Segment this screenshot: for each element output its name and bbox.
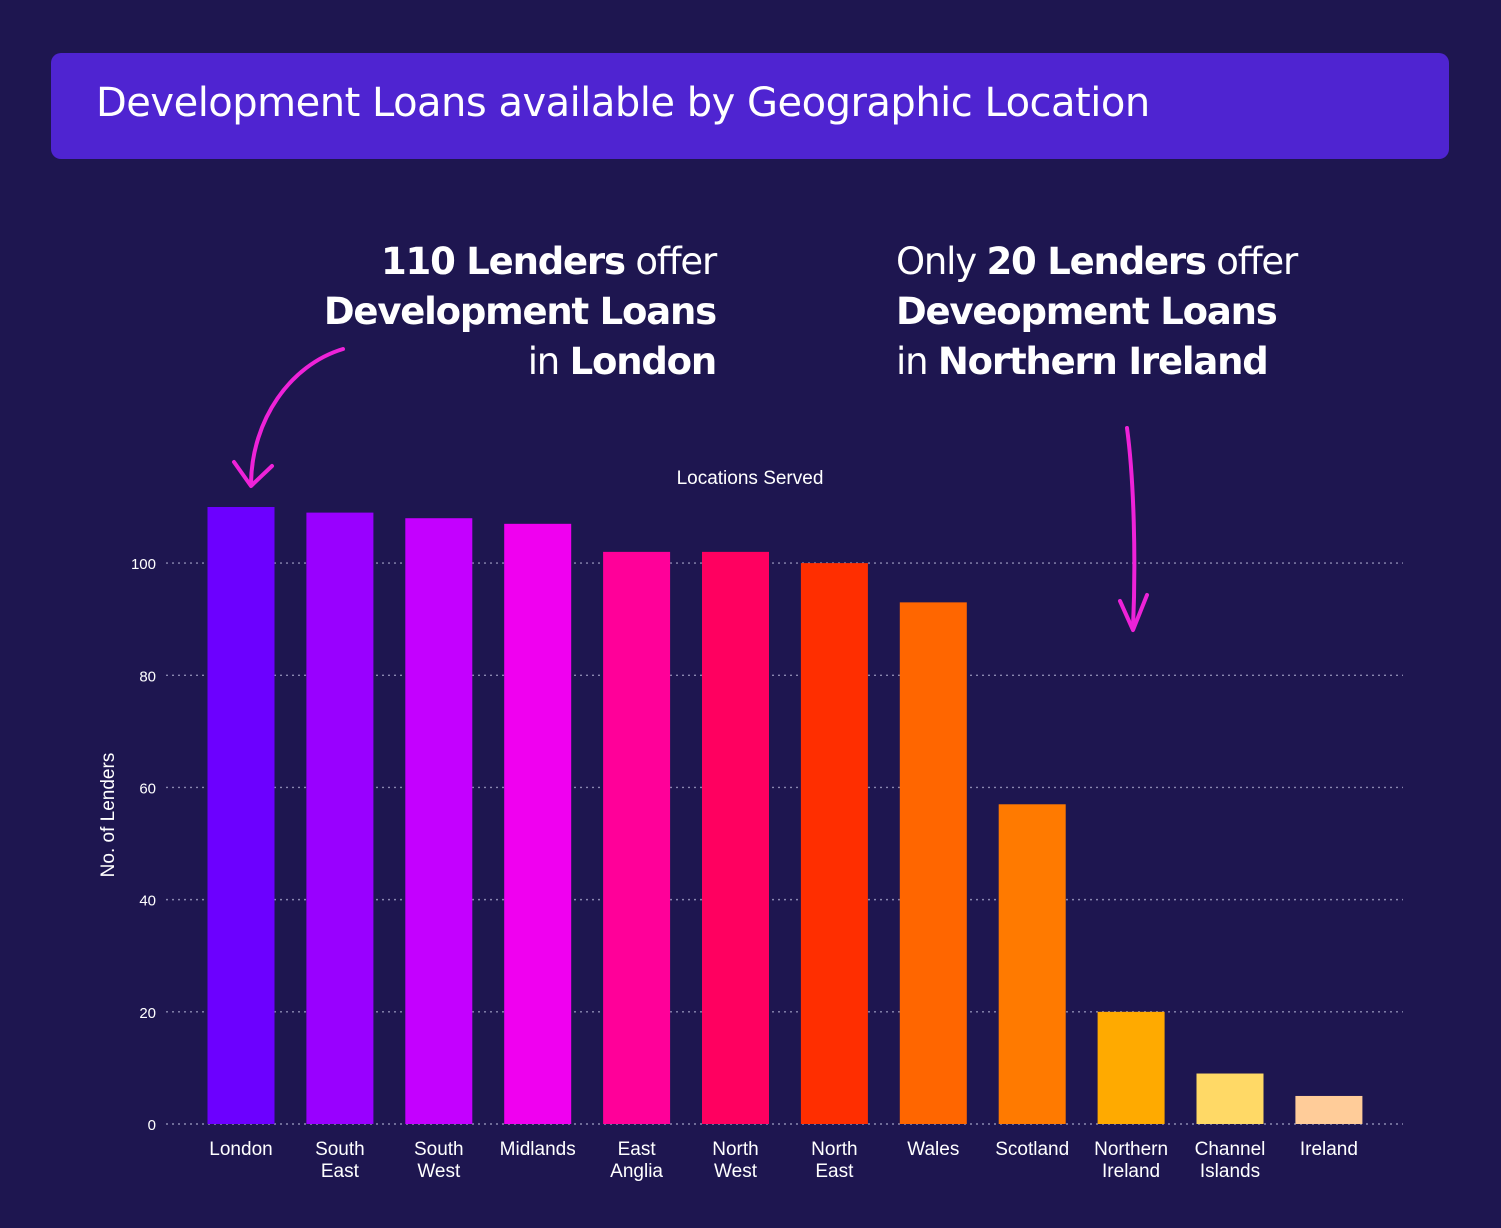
callout-ni-line-2: Deveopment Loans — [896, 287, 1297, 337]
bars — [207, 507, 1363, 1124]
callout-ni-product: Deveopment Loans — [896, 290, 1278, 333]
gridlines — [166, 562, 1403, 1125]
axis-labels: 0 20 40 60 80 100 London South East South West Midl… — [131, 556, 1358, 1182]
x-tick-label: North West — [712, 1139, 758, 1182]
arrow-to-london — [232, 347, 345, 488]
x-tick-label: London — [209, 1139, 272, 1160]
chart-title: Locations Served — [677, 468, 824, 489]
bar — [899, 602, 967, 1124]
callout-london-in: in — [527, 340, 570, 383]
x-tick-label: Scotland — [995, 1139, 1069, 1160]
y-tick-label: 80 — [139, 668, 156, 685]
callout-ni-in: in — [896, 340, 938, 383]
callout-london-line-1: 110 Lenders offer — [324, 237, 717, 287]
bar — [603, 551, 671, 1124]
callout-london-offer: offer — [624, 240, 717, 283]
x-tick-label: North East — [811, 1139, 857, 1182]
bar — [702, 551, 769, 1124]
bar — [800, 563, 868, 1124]
x-tick-label: Channel Islands — [1195, 1139, 1266, 1182]
page-title: Development Loans available by Geographi… — [96, 80, 1150, 126]
bar — [405, 518, 473, 1124]
y-tick-label: 40 — [139, 893, 156, 910]
arrow-london-head — [232, 460, 274, 488]
bar — [504, 523, 572, 1124]
callout-london-count: 110 Lenders — [380, 240, 626, 283]
callout-london-line-2: Development Loans — [323, 287, 717, 337]
arrow-to-northern-ireland — [1118, 426, 1149, 632]
y-tick-label: 100 — [131, 556, 156, 573]
bar — [1097, 1011, 1165, 1124]
callout-ni-line-1: Only 20 Lenders offer — [896, 237, 1298, 287]
y-tick-label: 20 — [139, 1005, 156, 1022]
arrow-ni-shaft — [1125, 426, 1137, 630]
callout-ni-location: Northern Ireland — [937, 340, 1269, 383]
title-banner: Development Loans available by Geographi… — [51, 53, 1449, 159]
callout-london-line-3: in London — [324, 337, 718, 387]
callout-ni-count: 20 Lenders — [986, 240, 1207, 283]
x-tick-label: Northern Ireland — [1094, 1139, 1168, 1182]
x-tick-label: South East — [315, 1139, 365, 1182]
arrow-ni-head — [1118, 593, 1149, 632]
callout-london-product: Development Loans — [323, 290, 717, 333]
callout-northern-ireland: Only 20 Lenders offer Deveopment Loans i… — [896, 237, 1298, 387]
bar — [306, 512, 374, 1124]
y-axis-label: No. of Lenders — [98, 753, 119, 878]
bar — [207, 507, 275, 1124]
bar — [998, 804, 1066, 1124]
x-tick-label: Midlands — [500, 1139, 576, 1160]
x-tick-label: South West — [414, 1139, 464, 1182]
x-tick-label: East Anglia — [610, 1139, 663, 1182]
x-tick-label: Ireland — [1300, 1139, 1358, 1160]
callout-ni-offer: offer — [1205, 240, 1298, 283]
bar — [1196, 1073, 1264, 1124]
callout-ni-line-3: in Northern Ireland — [896, 337, 1297, 387]
callout-ni-only: Only — [896, 240, 987, 283]
y-tick-label: 60 — [139, 780, 156, 797]
x-tick-label: Wales — [907, 1139, 959, 1160]
y-tick-label: 0 — [148, 1117, 156, 1134]
callout-london: 110 Lenders offer Development Loans in L… — [323, 237, 718, 387]
callout-london-location: London — [569, 340, 718, 383]
arrow-london-shaft — [249, 347, 345, 485]
bar — [1295, 1095, 1363, 1124]
